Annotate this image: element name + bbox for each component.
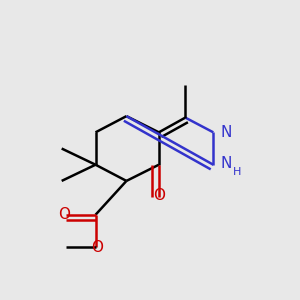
Text: N: N [221,156,232,171]
Text: O: O [91,240,103,255]
Text: N: N [221,125,232,140]
Text: H: H [233,167,242,177]
Text: O: O [153,188,165,203]
Text: O: O [58,207,70,222]
